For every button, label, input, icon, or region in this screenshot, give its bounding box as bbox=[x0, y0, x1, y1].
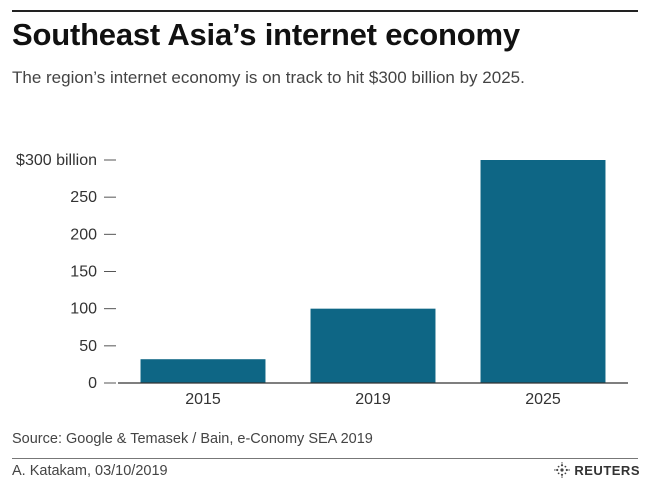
y-tick-label: 250 bbox=[70, 189, 97, 206]
brand-name: REUTERS bbox=[574, 462, 640, 478]
credit-line: A. Katakam, 03/10/2019 bbox=[12, 463, 168, 479]
bar bbox=[140, 359, 266, 383]
reuters-logo-icon bbox=[554, 462, 571, 478]
y-tick-label: 50 bbox=[79, 338, 97, 355]
x-tick-label: 2019 bbox=[355, 391, 391, 408]
chart-title: Southeast Asia’s internet economy bbox=[12, 17, 520, 52]
x-tick-label: 2025 bbox=[525, 391, 561, 408]
chart-subtitle: The region’s internet economy is on trac… bbox=[12, 68, 525, 87]
y-tick-label: 150 bbox=[70, 264, 97, 281]
bar bbox=[480, 160, 606, 383]
x-tick-label: 2015 bbox=[185, 391, 221, 408]
y-tick-label: 200 bbox=[70, 226, 97, 243]
y-tick-label: 0 bbox=[88, 375, 97, 392]
y-tick-label: 100 bbox=[70, 301, 97, 318]
y-tick-label: $300 billion bbox=[16, 152, 97, 169]
bottom-rule bbox=[12, 458, 638, 459]
source-note: Source: Google & Temasek / Bain, e-Conom… bbox=[12, 431, 373, 447]
bar bbox=[310, 308, 436, 383]
top-rule bbox=[12, 10, 638, 12]
brand: REUTERS bbox=[554, 462, 640, 478]
